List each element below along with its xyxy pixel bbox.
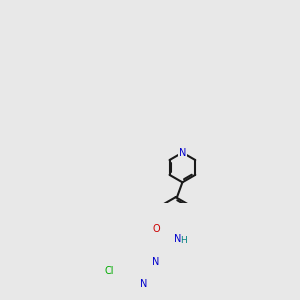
Text: Cl: Cl	[105, 266, 114, 277]
Text: N: N	[140, 279, 147, 289]
Text: N: N	[174, 234, 182, 244]
Text: N: N	[179, 148, 186, 158]
Text: O: O	[152, 224, 160, 234]
Text: N: N	[152, 257, 160, 267]
Text: H: H	[180, 236, 187, 245]
